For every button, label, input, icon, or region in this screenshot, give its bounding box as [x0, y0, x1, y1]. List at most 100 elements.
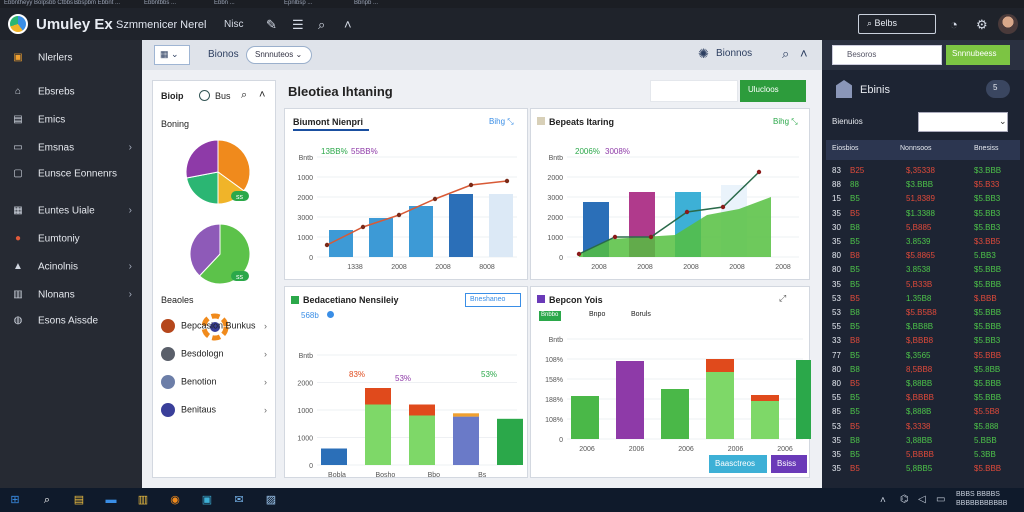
mail-app-icon[interactable]: ✉ — [234, 494, 244, 506]
list-item[interactable]: Besdologn › — [161, 347, 271, 365]
table-row[interactable]: 80 B8 8,5BB8 $5.8BB — [826, 365, 1020, 378]
left-panel: Bioip Bus ⌕ ˄ Boning ss ss Beaoles Bepca… — [152, 80, 276, 478]
tab[interactable]: Bnpo — [589, 311, 606, 318]
mail-icon[interactable]: ▬ — [105, 494, 117, 506]
expand-icon[interactable]: ⤢ — [779, 293, 787, 303]
primary-button[interactable]: Bsiss — [771, 455, 807, 473]
sidebar-item[interactable]: ⌂ Ebsrebs — [12, 86, 138, 104]
table-row[interactable]: 85 B5 $,888B $5.5B8 — [826, 407, 1020, 420]
chevron-up-icon[interactable]: ˄ — [800, 46, 808, 61]
title-search-field[interactable]: ⌕ Belbs — [858, 14, 936, 34]
table-row[interactable]: 55 B5 $,BB8B $5.BBB — [826, 322, 1020, 335]
table-row[interactable]: 77 B5 $,3565 $5.BBB — [826, 351, 1020, 364]
table-row[interactable]: 35 B5 3.8539 $3.BB5 — [826, 237, 1020, 250]
browser-tab[interactable]: Bbnpb ... — [354, 0, 379, 6]
filter-pill[interactable]: Snnnuteos ⌄ — [246, 46, 312, 64]
chevron-up-icon[interactable]: ˄ — [259, 89, 266, 101]
table-row[interactable]: 35 B5 $1.3388 $5.BB3 — [826, 209, 1020, 222]
right-search-input[interactable]: Besoros — [832, 45, 942, 65]
info-icon[interactable] — [199, 90, 210, 101]
right-action-button[interactable]: Snnnubeess — [946, 45, 1010, 65]
main-action-button[interactable]: Ulucloos — [740, 80, 806, 102]
chart-chip-button[interactable]: Bneshaneo — [465, 293, 521, 307]
table-cell: B8 — [850, 364, 860, 374]
sidebar-item[interactable]: ▣ Nlerlers — [12, 52, 138, 70]
table-row[interactable]: 15 B5 51,8389 $5.BB3 — [826, 194, 1020, 207]
browser-tab[interactable]: Ebbntbbs ... — [144, 0, 177, 6]
chevron-up-icon[interactable]: ˄ — [344, 17, 352, 32]
search-icon[interactable]: ⌕ — [318, 17, 326, 32]
network-icon[interactable]: ⌬ — [900, 494, 909, 505]
search-icon[interactable]: ⌕ — [43, 494, 51, 506]
list-item[interactable]: Bepcasion Bunkus › — [161, 319, 271, 337]
right-panel-select[interactable]: ⌄ — [918, 112, 1008, 132]
sidebar-item[interactable]: ▤ Emics — [12, 114, 138, 132]
table-row[interactable]: 35 B5 5,BBBB 5.3BB — [826, 450, 1020, 463]
chart-link[interactable]: Bihg ⤡ — [489, 117, 514, 126]
table-row[interactable]: 83 B25 $,35338 $3.BBB — [826, 166, 1020, 179]
table-row[interactable]: 33 B8 $,BBB8 $5.BB3 — [826, 336, 1020, 349]
sidebar-item-label: Eumtoniy — [38, 233, 80, 245]
column-header[interactable]: Nonnsoos — [900, 145, 932, 152]
tray-clock-line1[interactable]: BBBS BBBBS — [956, 491, 1000, 498]
avatar[interactable] — [998, 14, 1018, 34]
main-search-input[interactable] — [650, 80, 738, 102]
browser-tab[interactable]: Epnlbsp ... — [284, 0, 313, 6]
tab-active[interactable]: Bnbbo — [539, 311, 561, 321]
table-row[interactable]: 53 B5 $,3338 $5.888 — [826, 422, 1020, 435]
tab[interactable]: Boruls — [631, 311, 651, 318]
table-row[interactable]: 53 B8 $5.B5B8 $5.BBB — [826, 308, 1020, 321]
title-underline — [293, 129, 369, 131]
sidebar-item[interactable]: ▦ Euntes Uiale › — [12, 205, 138, 223]
column-header[interactable]: Bnesiss — [974, 145, 999, 152]
search-icon[interactable]: ⌕ — [241, 89, 248, 101]
sidebar-item[interactable]: ● Eumtoniy — [12, 233, 138, 251]
start-icon[interactable]: ⊞ — [10, 494, 20, 506]
table-row[interactable]: 35 B5 5,8BB5 $5.BBB — [826, 464, 1020, 477]
sidebar-item[interactable]: ▥ Nlonans › — [12, 289, 138, 307]
chart-link[interactable]: Bihg ⤡ — [773, 117, 798, 126]
settings-label[interactable]: Bionnos — [716, 48, 753, 59]
table-row[interactable]: 88 88 $3.BBB $5.B33 — [826, 180, 1020, 193]
settings-icon[interactable]: ✺ — [698, 46, 709, 61]
table-row[interactable]: 55 B5 $,BBBB $5.BBB — [826, 393, 1020, 406]
gear-icon[interactable]: ⚙ — [976, 17, 988, 32]
browser-tab[interactable]: Bbspbm Ebbnt ... — [74, 0, 121, 6]
browser-tab[interactable]: Ebbntheyy Bolpsbb Ctbbs ... — [4, 0, 80, 6]
explorer-icon[interactable]: ▥ — [137, 494, 149, 506]
table-row[interactable]: 30 B8 5,B885 $5.BB3 — [826, 223, 1020, 236]
browser-tab[interactable]: Ebbn ... — [214, 0, 235, 6]
wrench-icon[interactable]: ✎ — [266, 17, 277, 32]
tray-clock-line2[interactable]: BBBBBBBBBBB — [956, 500, 1008, 507]
table-row[interactable]: 80 B8 $5.8865 5.BB3 — [826, 251, 1020, 264]
list-item[interactable]: Benitaus › — [161, 403, 271, 421]
table-row[interactable]: 80 B5 3.8538 $5.BBB — [826, 265, 1020, 278]
sidebar-item[interactable]: ▭ Emsnas › — [12, 142, 138, 160]
battery-icon[interactable]: ▭ — [936, 494, 946, 505]
hamburger-icon[interactable]: ☰ — [292, 17, 304, 32]
search-icon[interactable]: ⌕ — [782, 46, 790, 61]
column-header[interactable]: Eiosbios — [832, 145, 859, 152]
volume-icon[interactable]: ◁ — [918, 494, 926, 505]
right-panel-badge[interactable]: 5 — [986, 80, 1010, 98]
chevron-down-icon: ⌄ — [295, 50, 303, 59]
table-row[interactable]: 35 B5 5,B33B $5.BBB — [826, 280, 1020, 293]
table-row[interactable]: 35 B8 3,88BB 5.BBB — [826, 436, 1020, 449]
sidebar-item[interactable]: ▲ Acinolnis › — [12, 261, 138, 279]
list-item[interactable]: Benotion › — [161, 375, 271, 393]
sidebar-item[interactable]: ▢ Eunsce Eonnenrs — [12, 168, 138, 186]
browser-icon[interactable]: ◉ — [170, 494, 180, 506]
chevron-up-icon[interactable]: ˄ — [880, 495, 886, 506]
table-row[interactable]: 80 B5 $,88BB $5.BBB — [826, 379, 1020, 392]
secondary-button[interactable]: Baasctreos — [709, 455, 767, 473]
sidebar-item[interactable]: ◍ Esons Aissde — [12, 315, 138, 333]
x-tick-label: Bobla — [328, 472, 346, 477]
table-row[interactable]: 53 B5 1.35B8 $.BBB — [826, 294, 1020, 307]
folder-icon[interactable]: ▤ — [73, 494, 85, 506]
clock-icon[interactable]: ◔ — [950, 17, 958, 32]
photos-icon[interactable]: ▨ — [265, 494, 277, 506]
store-icon[interactable]: ▣ — [201, 494, 213, 506]
menu-item[interactable]: Nisc — [224, 19, 244, 30]
view-toggle-button[interactable]: ▦ ⌄ — [154, 45, 190, 65]
breadcrumb[interactable]: Bionos — [208, 49, 239, 60]
